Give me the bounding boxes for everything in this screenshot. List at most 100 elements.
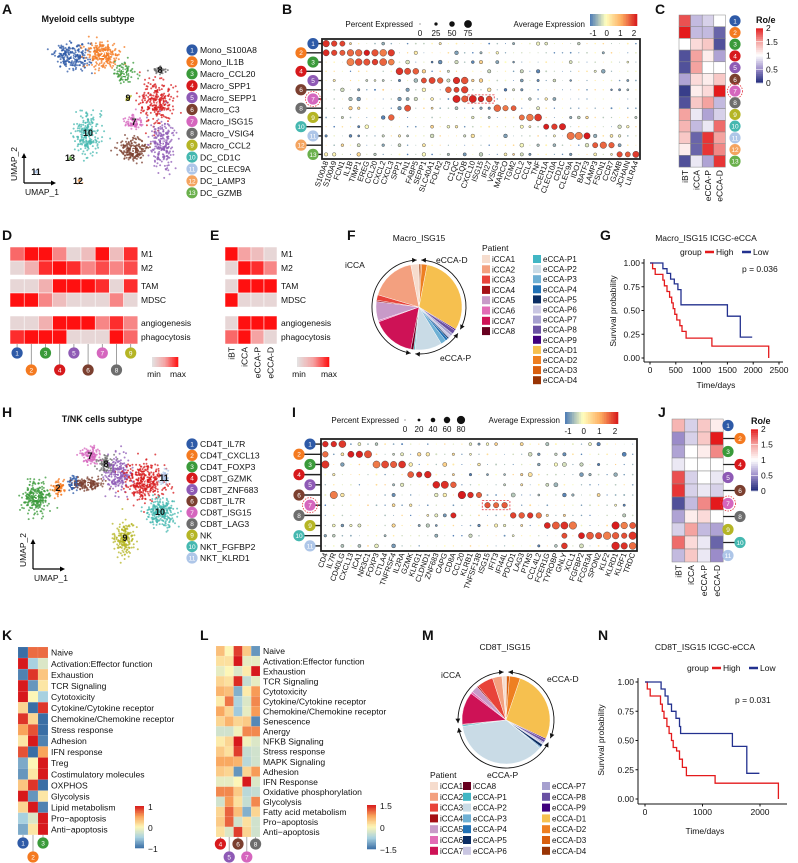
umap-point (163, 100, 165, 103)
expression-dot (384, 514, 386, 517)
umap-point (74, 49, 77, 52)
expression-dot (519, 69, 524, 74)
expression-dot (384, 443, 386, 445)
umap-point (154, 89, 157, 92)
expression-dot (356, 152, 361, 157)
expression-dot (626, 88, 630, 92)
umap-point (115, 538, 118, 541)
expression-dot (478, 474, 480, 476)
expression-dot (418, 443, 420, 445)
colorbar-step (580, 412, 583, 424)
expression-dot (594, 116, 596, 119)
expression-dot (537, 135, 539, 137)
umap-point (101, 64, 104, 67)
umap-point (141, 140, 144, 143)
expression-dot (366, 70, 368, 72)
column-label: eCCA-D (715, 170, 725, 202)
expression-dot (487, 106, 491, 110)
umap-point (134, 137, 137, 140)
size-legend-dot (404, 419, 406, 421)
umap-point (94, 454, 97, 457)
umap-point (100, 61, 103, 64)
umap-point (68, 483, 70, 486)
legend-badge-1: 1 (186, 438, 198, 450)
umap-point (112, 487, 115, 490)
expression-dot (578, 80, 580, 81)
expression-dot (431, 116, 433, 119)
legend-label: DC_LAMP3 (200, 176, 246, 186)
expression-dot (432, 481, 440, 489)
umap-point (163, 139, 166, 142)
expression-dot (632, 463, 634, 466)
cluster-badge-number: 2 (190, 59, 194, 66)
umap-point (117, 551, 120, 554)
expression-dot (452, 443, 455, 445)
umap-point (154, 76, 157, 78)
umap-cluster-label: 11 (31, 167, 41, 177)
umap-point (97, 459, 100, 462)
expression-dot (340, 87, 345, 92)
cluster-badge-number: 7 (311, 96, 315, 103)
umap-point (157, 146, 160, 149)
colorbar-step (756, 64, 763, 67)
expression-dot (561, 107, 564, 109)
expression-dot (439, 144, 441, 146)
expression-dot (546, 545, 548, 547)
umap-point (114, 450, 117, 453)
umap-point (154, 498, 157, 500)
expression-dot (341, 474, 343, 476)
umap-point (169, 109, 172, 112)
expression-dot (444, 443, 446, 445)
umap-point (166, 150, 169, 153)
legend-badge-4: 4 (186, 472, 198, 484)
average-expression-colorbar (565, 412, 619, 424)
expression-dot (464, 144, 466, 146)
umap-point (163, 125, 166, 128)
heatmap-cell (710, 457, 724, 472)
expression-dot (381, 79, 385, 82)
colorbar-step (756, 59, 763, 62)
umap-point (128, 547, 131, 549)
expression-dot (512, 545, 514, 547)
expression-dot (613, 472, 618, 477)
size-legend-dot (456, 415, 466, 425)
umap-point (109, 56, 112, 58)
umap-point (78, 64, 81, 67)
expression-dot (619, 43, 621, 45)
umap-point (83, 447, 86, 450)
umap-point (26, 478, 29, 481)
umap-point (89, 50, 92, 53)
expression-dot (338, 440, 347, 448)
heatmap-cell (713, 26, 726, 39)
umap-point (64, 47, 67, 49)
expression-dot (537, 462, 541, 467)
umap-point (141, 144, 144, 147)
umap-point (165, 132, 168, 135)
heatmap-cell (690, 84, 703, 98)
umap-point (157, 496, 160, 499)
umap-point (117, 490, 120, 493)
umap-point (116, 64, 119, 67)
row-badge-4: 4 (729, 50, 741, 62)
umap-point (167, 135, 170, 138)
umap-point (177, 137, 180, 140)
umap-point (139, 495, 142, 498)
umap-point (114, 462, 117, 465)
expression-dot (546, 473, 549, 476)
colorbar-step (568, 412, 571, 424)
umap-point (157, 467, 160, 470)
expression-dot (390, 98, 393, 100)
umap-point (135, 463, 138, 466)
expression-dot (519, 152, 524, 157)
umap-point (96, 462, 98, 465)
expression-dot (350, 443, 352, 445)
expression-dot (357, 442, 362, 446)
expression-dot (496, 89, 498, 91)
umap-point (157, 172, 160, 174)
umap-point (132, 530, 135, 533)
expression-dot (382, 98, 384, 100)
expression-dot (601, 51, 605, 55)
expression-dot (606, 443, 608, 445)
cluster-badge-circle (186, 92, 198, 104)
expression-dot (461, 504, 463, 506)
